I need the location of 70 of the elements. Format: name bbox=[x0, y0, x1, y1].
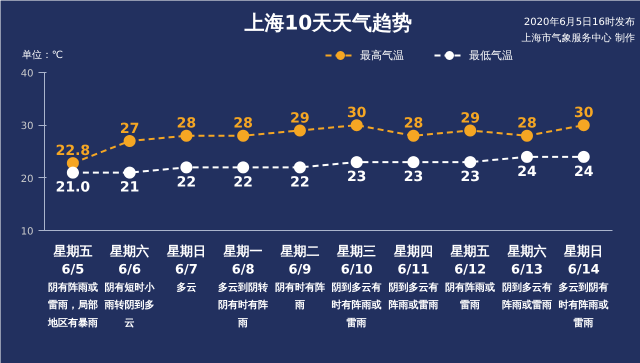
data-label: 22 bbox=[176, 174, 196, 190]
data-label: 22.8 bbox=[56, 143, 90, 160]
chart-title: 上海10天天气趋势 bbox=[243, 10, 412, 34]
text: 多云到阴转阴有时有阵雨 bbox=[218, 282, 268, 329]
text: 阴有时有阵雨 bbox=[274, 282, 325, 312]
x-tick-label: 星期日 6/14 bbox=[563, 244, 604, 278]
x-tick-label: 星期六 6/6 bbox=[109, 244, 150, 278]
data-label: 27 bbox=[120, 121, 140, 138]
data-label: 29 bbox=[290, 110, 310, 126]
data-label: 28 bbox=[404, 116, 424, 132]
x-tick-label: 星期二 6/9 bbox=[279, 244, 320, 278]
legend-label: 最低气温 bbox=[469, 48, 513, 62]
point bbox=[66, 157, 79, 170]
text: 阴到多云有时有阵雨或雷雨 bbox=[332, 282, 382, 329]
text: 多云 bbox=[176, 282, 196, 294]
x-tick-label: 星期五 6/5 bbox=[52, 244, 92, 278]
point bbox=[350, 119, 363, 132]
point bbox=[520, 150, 533, 163]
y-tick-label: 20 bbox=[20, 174, 34, 185]
point bbox=[578, 119, 590, 132]
point bbox=[578, 150, 590, 163]
text: 阴有短时小雨转阴到多云 bbox=[104, 282, 156, 329]
x-tick-label: 星期六 6/13 bbox=[506, 244, 546, 278]
point bbox=[350, 156, 363, 168]
data-label: 21.0 bbox=[56, 180, 90, 196]
point bbox=[124, 166, 136, 179]
text: 上海市气象服务中心 制作 bbox=[522, 32, 635, 44]
text: 阴到多云有阵雨或雷雨 bbox=[502, 282, 552, 312]
data-label: 23 bbox=[404, 169, 424, 186]
point bbox=[407, 156, 420, 168]
data-label: 30 bbox=[574, 105, 594, 122]
data-label: 30 bbox=[346, 105, 367, 122]
data-label: 22 bbox=[290, 174, 310, 190]
data-label: 24 bbox=[517, 164, 537, 180]
legend-label: 最高气温 bbox=[360, 48, 404, 62]
text: 阴有阵雨或雷雨 bbox=[445, 282, 496, 312]
x-tick-label: 星期日 6/7 bbox=[166, 244, 206, 278]
point bbox=[407, 130, 420, 142]
text: 阴有阵雨或雷雨，局部地区有暴雨 bbox=[46, 282, 98, 329]
y-tick-label: 40 bbox=[20, 68, 34, 80]
data-label: 21 bbox=[120, 180, 140, 196]
data-label: 28 bbox=[517, 116, 537, 132]
data-label: 24 bbox=[574, 164, 594, 180]
point bbox=[66, 166, 79, 179]
point bbox=[464, 124, 476, 136]
x-tick-label: 星期三 6/10 bbox=[336, 244, 376, 278]
data-label: 29 bbox=[460, 110, 480, 126]
point bbox=[180, 161, 192, 174]
x-tick-label: 星期一 6/8 bbox=[222, 244, 263, 278]
point bbox=[464, 156, 476, 168]
y-tick-label: 10 bbox=[20, 226, 34, 238]
data-label: 23 bbox=[346, 169, 366, 186]
data-label: 28 bbox=[176, 116, 196, 132]
point bbox=[237, 161, 250, 174]
point bbox=[294, 161, 306, 174]
y-axis-title: 单位：℃ bbox=[22, 48, 64, 61]
point bbox=[237, 130, 250, 142]
data-label: 28 bbox=[233, 116, 253, 132]
point bbox=[180, 130, 192, 142]
x-tick-label: 星期五 6/12 bbox=[450, 244, 490, 278]
data-label: 22 bbox=[233, 174, 253, 190]
point bbox=[124, 135, 136, 147]
data-label: 23 bbox=[460, 169, 480, 186]
point bbox=[294, 124, 306, 136]
y-tick-label: 30 bbox=[20, 121, 34, 132]
text: 多云到阴有时有阵雨或雷雨 bbox=[558, 282, 609, 329]
point bbox=[520, 130, 533, 142]
text: 阴到多云有阵雨或雷雨 bbox=[388, 282, 438, 312]
x-tick-label: 星期四 6/11 bbox=[392, 244, 433, 278]
text: 2020年6月5日16时发布 bbox=[524, 16, 635, 28]
